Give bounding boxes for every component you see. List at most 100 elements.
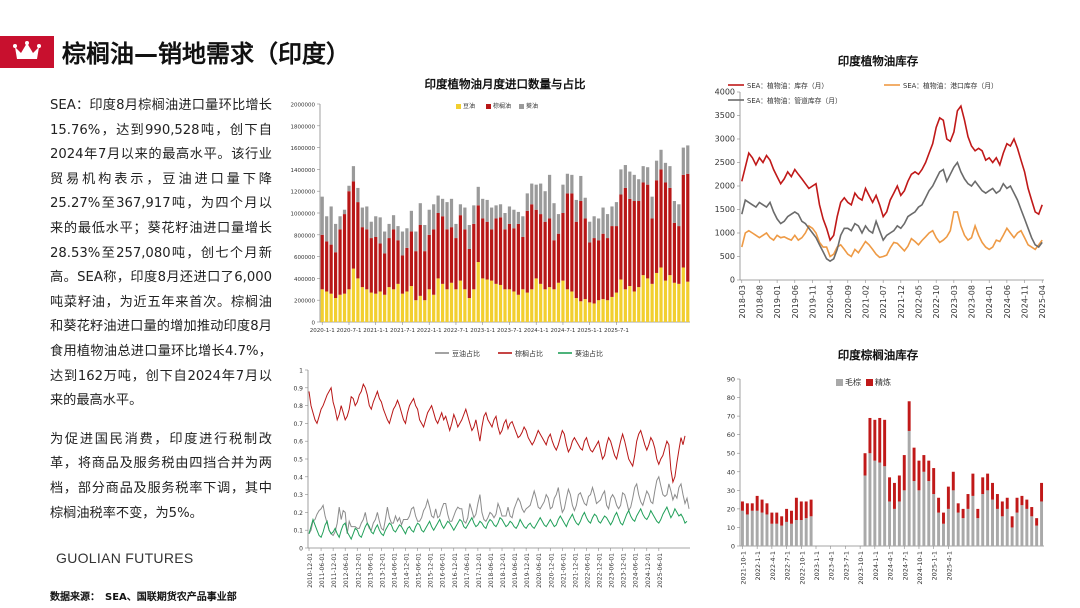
x-tick-label: 2021-12 xyxy=(897,285,906,318)
bar-2 xyxy=(605,214,610,239)
x-tick-label: 2023-7-1 xyxy=(497,328,522,334)
bar-2 xyxy=(592,216,596,239)
bar-0 xyxy=(995,508,999,546)
bar-2 xyxy=(507,206,512,224)
bar-0 xyxy=(556,282,561,322)
bar-1 xyxy=(1020,495,1024,506)
chart-title: 印度棕榈油库存 xyxy=(838,348,919,362)
bar-1 xyxy=(951,471,955,491)
bar-1 xyxy=(632,201,636,292)
bar-0 xyxy=(659,267,663,322)
bar-1 xyxy=(1005,497,1009,509)
bar-1 xyxy=(1025,499,1029,509)
body-text: SEA：印度8月棕榈油进口量环比增长15.76%，达到990,528吨，创下自2… xyxy=(50,94,272,540)
bar-2 xyxy=(347,185,351,192)
y-tick-label: 0.4 xyxy=(293,474,303,481)
bar-0 xyxy=(588,302,592,322)
bar-1 xyxy=(507,223,512,290)
y-tick-label: 40 xyxy=(727,468,735,476)
bar-1 xyxy=(659,169,663,268)
y-tick-label: 70 xyxy=(727,413,735,421)
y-tick-label: 1000000 xyxy=(291,212,316,218)
bar-0 xyxy=(485,279,489,322)
bar-0 xyxy=(868,453,872,546)
legend-label: 葵油 xyxy=(526,102,538,110)
palm-stock-chart: 印度棕榈油库存 0 10 20 30 40 50 60 70 80 90 2021-10-1 2022-… xyxy=(704,342,1076,606)
bar-1 xyxy=(405,247,409,292)
y-tick-label: 0 xyxy=(299,546,303,553)
bar-2 xyxy=(463,207,467,230)
bar-1 xyxy=(525,210,529,293)
bar-1 xyxy=(432,229,436,295)
x-tick-label: 2025-04 xyxy=(1038,285,1047,318)
bar-1 xyxy=(449,227,454,283)
bar-0 xyxy=(458,280,463,322)
bar-0 xyxy=(760,512,764,546)
bar-2 xyxy=(543,191,547,222)
bar-1 xyxy=(485,221,489,280)
y-tick-label: 4000 xyxy=(715,88,735,97)
x-tick-label: 2025-7-1 xyxy=(604,328,629,334)
bar-2 xyxy=(530,183,534,205)
brand-logo: GUOLIAN FUTURES xyxy=(56,550,194,566)
bar-1 xyxy=(588,242,592,303)
bar-1 xyxy=(809,499,813,517)
bar-1 xyxy=(467,248,471,299)
x-tick-label: 2024-7-1 xyxy=(550,328,575,334)
bar-1 xyxy=(878,417,882,463)
bar-2 xyxy=(512,209,516,229)
y-tick-label: 1 xyxy=(299,368,303,375)
legend-label: SEA：植物油：管道库存（月） xyxy=(747,96,842,105)
x-tick-label: 2023-1-1 xyxy=(470,328,495,334)
bar-2 xyxy=(565,173,570,194)
bar-0 xyxy=(654,272,659,322)
bar-0 xyxy=(614,292,619,322)
bar-2 xyxy=(654,160,659,181)
bar-1 xyxy=(976,508,980,519)
bar-2 xyxy=(325,216,329,242)
bar-0 xyxy=(1015,512,1019,546)
bar-0 xyxy=(966,508,970,546)
bar-1 xyxy=(472,223,476,290)
bar-2 xyxy=(525,193,529,211)
bar-1 xyxy=(347,191,351,290)
bar-0 xyxy=(790,523,793,546)
bar-2 xyxy=(418,203,422,225)
share-chart-svg: 0 0.1 0.2 0.3 0.4 0.5 0.6 0.7 0.8 0.9 1 2010-12-01 2… xyxy=(293,349,690,588)
x-tick-label: 2019-06 xyxy=(791,285,800,318)
bar-0 xyxy=(467,298,471,322)
x-tick-label: 2021-10-1 xyxy=(739,551,747,585)
bar-0 xyxy=(956,512,960,546)
bar-2 xyxy=(405,228,409,248)
bar-0 xyxy=(454,289,458,322)
bar-1 xyxy=(325,241,329,292)
bar-0 xyxy=(583,299,587,322)
bar-1 xyxy=(897,475,901,502)
y-tick-label: 1500 xyxy=(715,205,735,214)
bar-1 xyxy=(494,218,498,284)
x-tick-label: 2023-12-01 xyxy=(621,553,628,588)
x-tick-label: 2022-4-1 xyxy=(769,551,777,581)
bar-0 xyxy=(579,301,583,322)
bar-2 xyxy=(369,221,373,239)
bar-0 xyxy=(672,282,677,322)
bar-2 xyxy=(681,147,685,175)
x-tick-label: 2023-10-1 xyxy=(857,551,865,585)
bar-2 xyxy=(663,162,668,183)
bar-1 xyxy=(387,238,391,288)
bar-0 xyxy=(472,289,476,322)
bar-0 xyxy=(325,291,329,322)
bar-0 xyxy=(883,466,887,546)
bar-0 xyxy=(356,278,360,322)
bar-1 xyxy=(400,255,405,294)
x-tick-label: 2018-12-01 xyxy=(500,553,507,588)
y-tick-label: 1600000 xyxy=(291,146,316,152)
chart-title: 印度植物油月度进口数量与占比 xyxy=(425,77,586,91)
bar-1 xyxy=(663,182,668,281)
y-tick-label: 90 xyxy=(727,376,735,384)
bar-1 xyxy=(650,218,654,284)
bar-1 xyxy=(681,174,685,268)
x-tick-label: 2012-12-01 xyxy=(355,553,362,588)
y-tick-label: 1000 xyxy=(715,229,735,238)
bar-2 xyxy=(391,215,396,230)
